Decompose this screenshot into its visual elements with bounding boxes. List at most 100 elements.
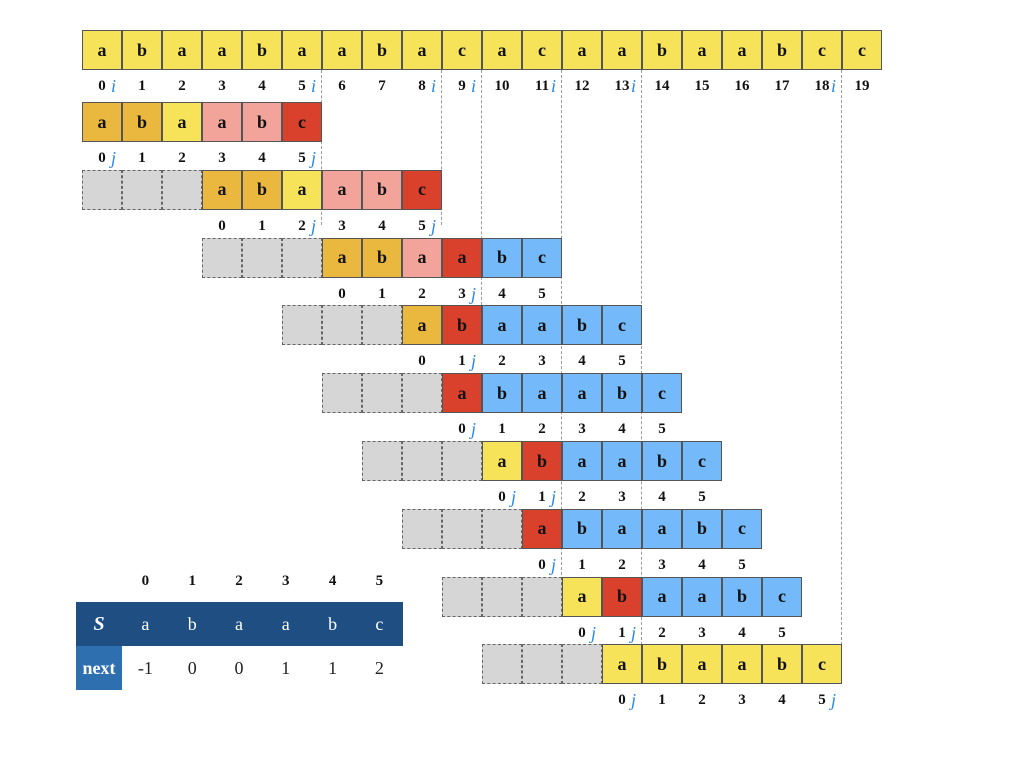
char-cell: a — [562, 576, 602, 617]
empty-slot — [482, 576, 522, 617]
next-value: 1 — [309, 646, 356, 690]
j-pointer: j — [431, 215, 437, 236]
index-label: 3 — [618, 489, 626, 505]
char-cell: b — [482, 237, 522, 278]
char-cell: b — [602, 373, 642, 414]
next-value: -1 — [122, 646, 169, 690]
index-label: 1 — [458, 353, 466, 370]
index-label: 4 — [258, 150, 266, 166]
alignment-guide — [441, 70, 442, 225]
next-table-index: 2 — [235, 573, 243, 589]
s-value: a — [262, 602, 310, 646]
next-table-index-row: 0 1 2 3 4 5 — [122, 573, 402, 591]
j-pointer: j — [471, 351, 477, 372]
empty-slot — [322, 305, 362, 346]
index-label: 15 — [694, 78, 710, 94]
char-cell: a — [482, 30, 522, 70]
s-value: c — [355, 602, 403, 646]
char-cell: a — [562, 441, 602, 481]
j-pointer: j — [591, 622, 597, 643]
char-cell: a — [722, 30, 762, 70]
index-label: 18 — [814, 78, 830, 94]
empty-slot — [442, 576, 482, 617]
index-label: 3 — [458, 285, 466, 302]
index-label: 2 — [538, 421, 546, 438]
next-table-index: 3 — [282, 573, 290, 589]
char-cell: b — [362, 169, 402, 210]
i-pointer: i — [551, 76, 557, 96]
next-value: 1 — [262, 646, 310, 690]
char-cell: c — [842, 30, 882, 70]
empty-slot — [82, 169, 122, 210]
index-label: 4 — [738, 624, 746, 641]
next-value: 2 — [355, 646, 403, 690]
next-table-index: 4 — [328, 573, 337, 589]
index-label: 5 — [738, 556, 746, 573]
j-pointer: j — [631, 690, 637, 711]
empty-slot — [362, 305, 402, 346]
index-label: 3 — [698, 624, 706, 641]
char-cell: a — [682, 30, 722, 70]
index-label: 4 — [698, 556, 706, 573]
index-label: 3 — [538, 353, 546, 370]
empty-slot — [402, 508, 442, 549]
alignment-guide — [481, 70, 482, 310]
char-cell: a — [402, 30, 442, 70]
char-cell: a — [82, 30, 122, 70]
char-cell: c — [282, 102, 322, 142]
empty-slot — [202, 237, 242, 278]
j-pointer: j — [551, 554, 557, 575]
next-row: next -1 0 0 1 1 2 — [76, 646, 403, 690]
index-label: 4 — [378, 217, 386, 234]
char-cell: a — [562, 373, 602, 414]
char-cell: c — [642, 373, 682, 414]
index-label: 5 — [618, 353, 626, 370]
index-label: 2 — [418, 285, 426, 302]
index-label: 5 — [418, 217, 426, 234]
char-cell: c — [602, 305, 642, 346]
char-cell: b — [242, 30, 282, 70]
next-array-table: S a b a a b c next -1 0 0 1 1 2 — [76, 602, 403, 690]
index-label: 5 — [698, 489, 706, 505]
index-label: 5 — [818, 692, 826, 709]
char-cell: a — [642, 508, 682, 549]
char-cell: a — [282, 169, 322, 210]
char-cell: a — [322, 169, 362, 210]
index-label: 2 — [178, 150, 186, 166]
char-cell: b — [642, 30, 682, 70]
char-cell: a — [602, 441, 642, 481]
i-pointer: i — [111, 76, 117, 96]
char-cell: c — [522, 30, 562, 70]
index-label: 1 — [658, 692, 666, 709]
index-label: 5 — [658, 421, 666, 438]
i-pointer: i — [311, 76, 317, 96]
char-cell: a — [322, 237, 362, 278]
char-cell: c — [402, 169, 442, 210]
char-cell: b — [722, 576, 762, 617]
index-label: 2 — [178, 78, 186, 94]
index-label: 3 — [218, 78, 226, 94]
index-label: 0 — [498, 489, 506, 505]
char-cell: b — [682, 508, 722, 549]
index-label: 0 — [618, 692, 626, 709]
char-cell: b — [442, 305, 482, 346]
char-cell: a — [202, 169, 242, 210]
next-label: next — [76, 646, 122, 690]
index-label: 8 — [418, 78, 426, 94]
char-cell: b — [642, 644, 682, 685]
j-pointer: j — [631, 622, 637, 643]
j-pointer: j — [311, 215, 317, 236]
index-label: 5 — [538, 285, 546, 302]
i-pointer: i — [471, 76, 477, 96]
alignment-guide — [641, 70, 642, 645]
next-table-index: 5 — [375, 573, 384, 589]
empty-slot — [362, 373, 402, 414]
j-pointer: j — [551, 487, 557, 507]
empty-slot — [482, 644, 522, 685]
empty-slot — [562, 644, 602, 685]
index-label: 1 — [498, 421, 506, 438]
index-label: 3 — [338, 217, 346, 234]
empty-slot — [242, 237, 282, 278]
index-label: 17 — [774, 78, 790, 94]
char-cell: b — [602, 576, 642, 617]
